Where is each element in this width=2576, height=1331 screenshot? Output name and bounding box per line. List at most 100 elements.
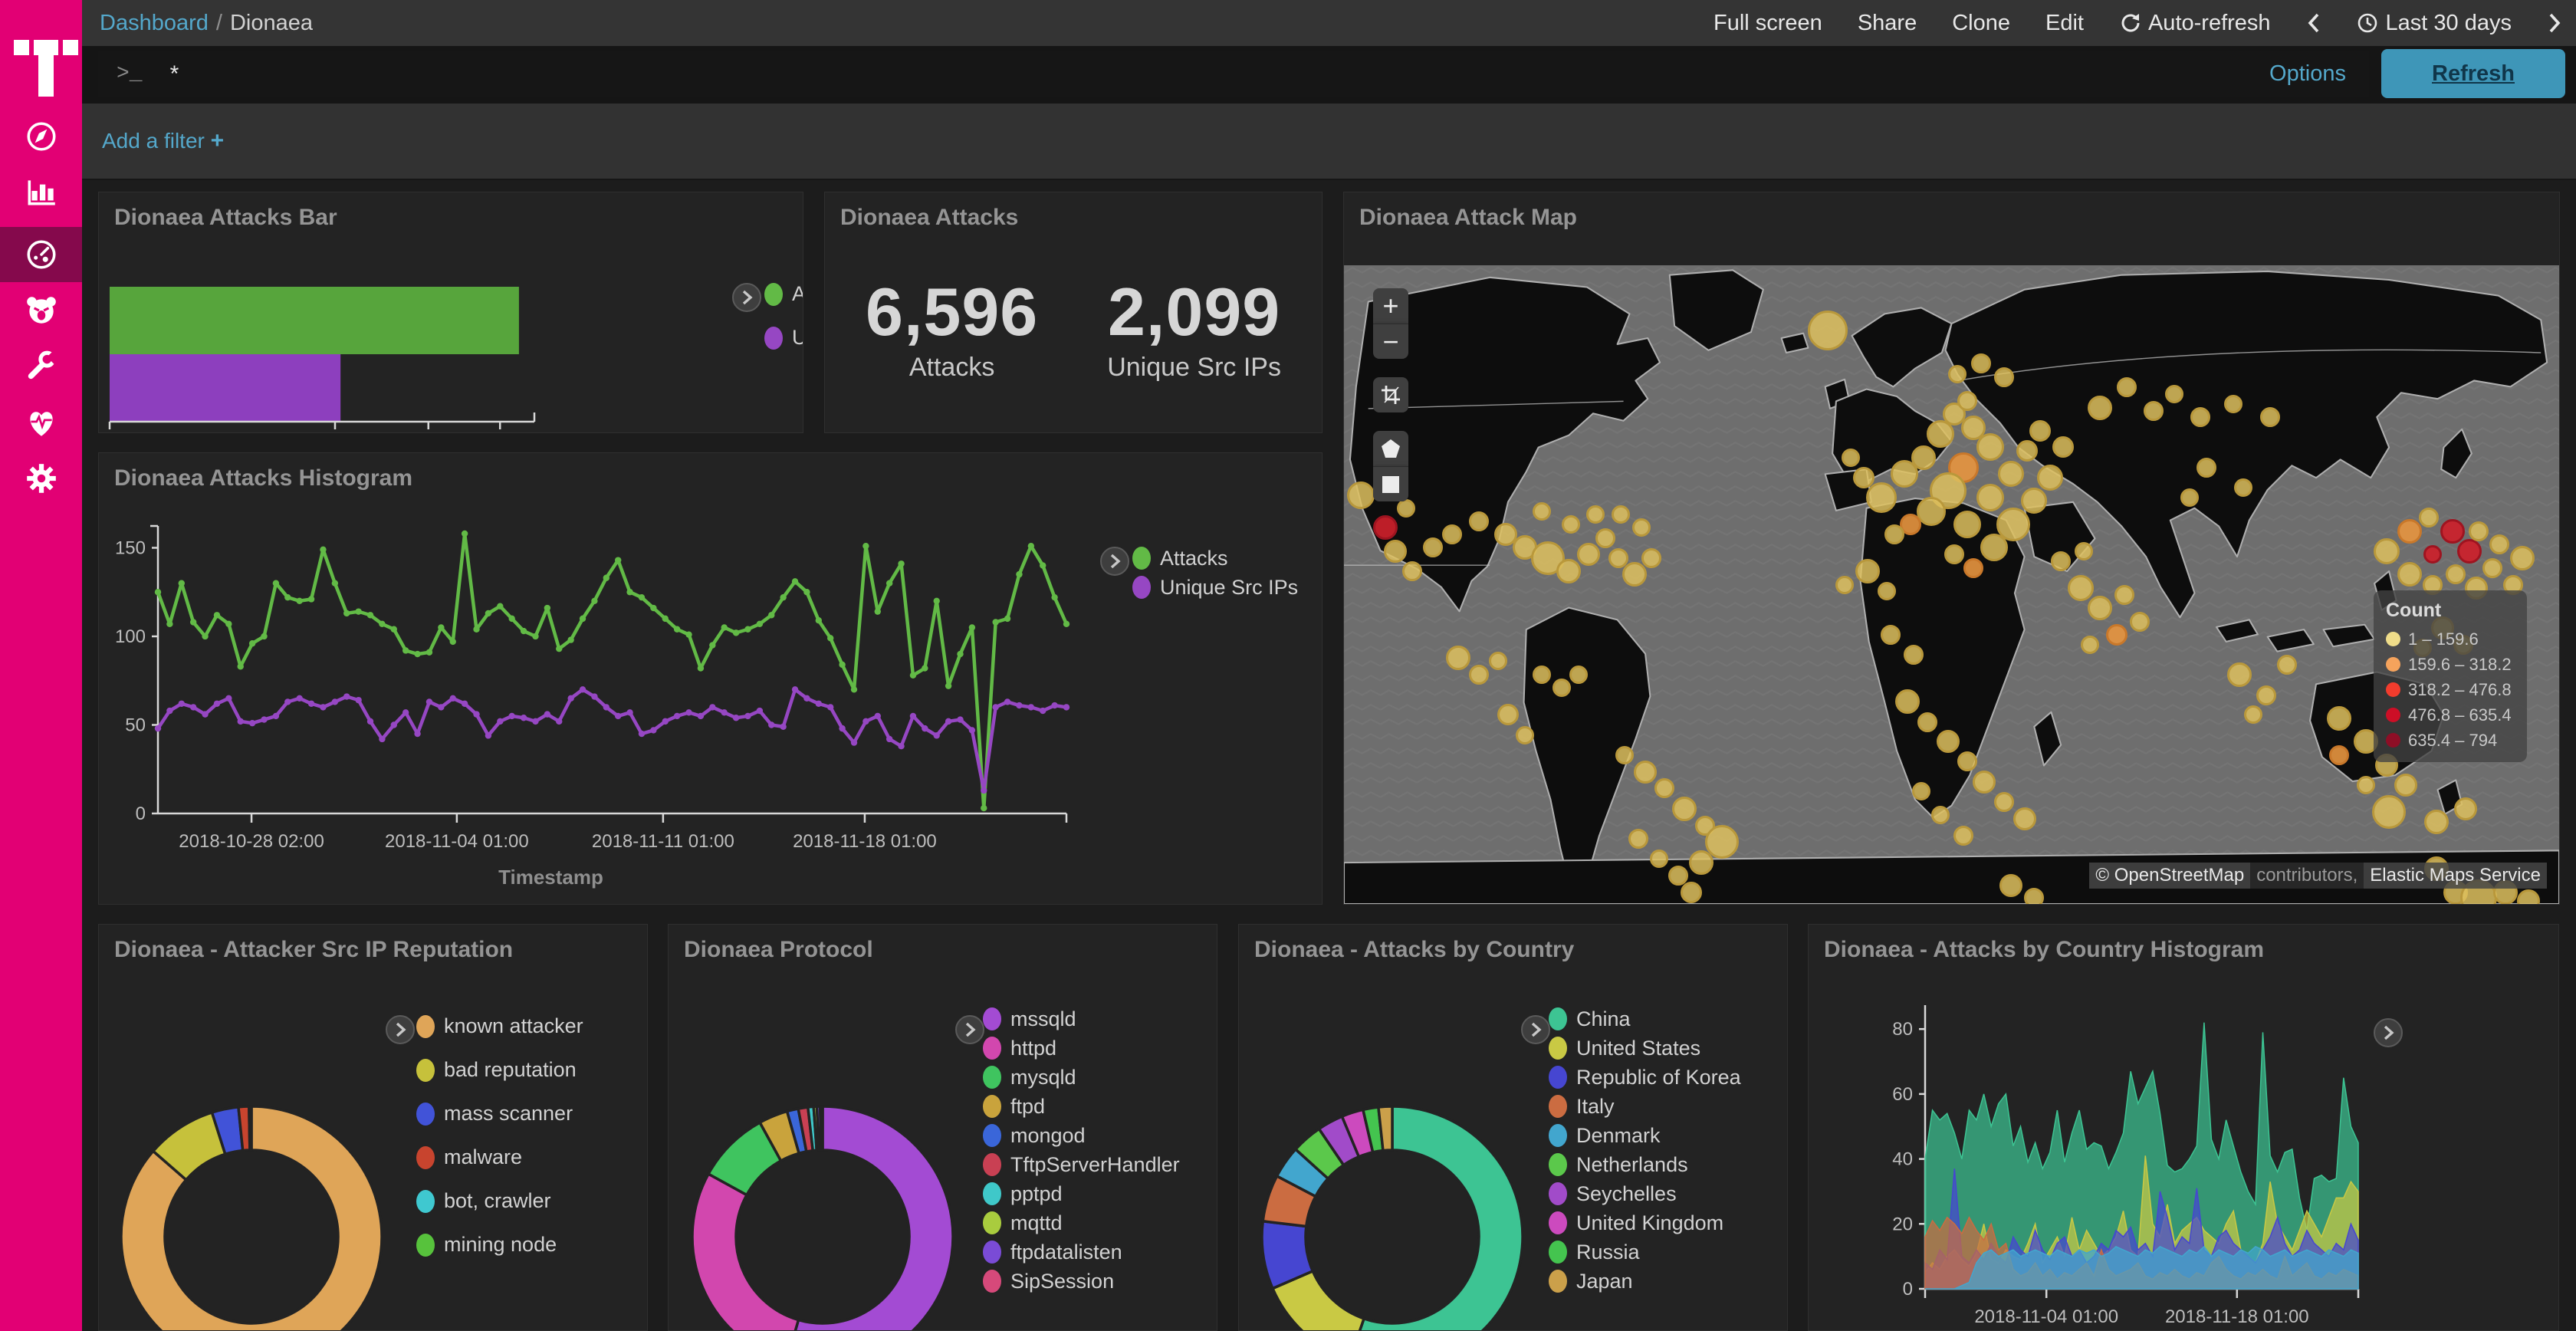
map-bubble	[1634, 760, 1658, 784]
sidebar-item-monitoring[interactable]	[0, 395, 82, 450]
top-nav-bar: Dashboard / Dionaea Full screen Share Clon…	[82, 0, 2576, 46]
map-bubble	[1556, 559, 1582, 583]
legend-item[interactable]: ftpd	[983, 1092, 1180, 1121]
map-bubble	[1489, 652, 1508, 671]
breadcrumb-dashboard-link[interactable]: Dashboard	[100, 10, 209, 35]
map-fit-bounds-button[interactable]	[1373, 377, 1408, 412]
sidebar-item-management[interactable]	[0, 451, 82, 506]
legend-item[interactable]: SipSession	[983, 1267, 1180, 1296]
map-zoom-out-button[interactable]: −	[1373, 324, 1408, 359]
legend-item[interactable]: TftpServerHandler	[983, 1150, 1180, 1179]
panel-title: Dionaea Attacks	[840, 205, 1019, 230]
legend-item[interactable]: China	[1549, 1004, 1741, 1034]
refresh-button[interactable]: Refresh	[2381, 49, 2565, 98]
map-bubble	[1442, 524, 1463, 544]
map-bubble	[2440, 518, 2465, 544]
legend-item[interactable]: Republic of Korea	[1549, 1063, 1741, 1092]
legend-item[interactable]: Seychelles	[1549, 1179, 1741, 1208]
map-bubble	[2423, 810, 2449, 835]
bar-chart-icon	[28, 180, 55, 205]
legend-item[interactable]: malware	[416, 1135, 583, 1179]
legend-color-dot	[416, 1233, 435, 1257]
legend-collapse-button[interactable]	[2374, 1018, 2403, 1047]
map-bubble	[1895, 689, 1921, 714]
legend-item[interactable]: Unique Src IPs	[1132, 573, 1298, 602]
legend-item[interactable]: United Kingdom	[1549, 1208, 1741, 1237]
legend-color-dot	[1132, 576, 1151, 599]
legend-item[interactable]: mssqld	[983, 1004, 1180, 1034]
legend-item[interactable]: known attacker	[416, 1004, 583, 1048]
legend-color-dot	[1549, 1124, 1567, 1147]
sidebar-item-honeypot[interactable]	[0, 283, 82, 338]
sidebar-item-dashboard[interactable]	[0, 227, 82, 282]
map-bubble	[1841, 448, 1860, 467]
legend-collapse-button[interactable]	[1521, 1015, 1550, 1044]
map-draw-polygon-button[interactable]	[1373, 431, 1408, 466]
legend-color-dot	[1132, 547, 1151, 570]
legend-label: httpd	[1010, 1036, 1057, 1060]
map-bubble	[1516, 726, 1535, 745]
add-filter-link[interactable]: Add a filter +	[102, 128, 225, 153]
legend-item[interactable]: bad reputation	[416, 1048, 583, 1092]
map-bubble	[1552, 679, 1571, 698]
sidebar-item-visualize[interactable]	[0, 164, 82, 219]
metric-attacks: 6,596 Attacks	[866, 273, 1038, 383]
legend-item[interactable]: httpd	[983, 1034, 1180, 1063]
legend-item[interactable]: Russia	[1549, 1237, 1741, 1267]
legend-item[interactable]: Japan	[1549, 1267, 1741, 1296]
legend-item[interactable]: mqttd	[983, 1208, 1180, 1237]
share-button[interactable]: Share	[1857, 10, 1917, 35]
map-bubble	[2276, 655, 2297, 675]
search-query-input[interactable]: >_ * Options	[98, 51, 2369, 97]
legend-item[interactable]: mongod	[983, 1121, 1180, 1150]
legend-color-dot	[416, 1145, 435, 1169]
svg-text:0: 0	[136, 804, 146, 824]
world-map[interactable]: + −	[1344, 265, 2559, 904]
full-screen-button[interactable]: Full screen	[1713, 10, 1822, 35]
telekom-logo[interactable]	[14, 29, 78, 97]
osm-attribution-link[interactable]: © OpenStreetMap	[2089, 863, 2251, 889]
map-bubble	[1671, 796, 1697, 821]
map-zoom-in-button[interactable]: +	[1373, 288, 1408, 324]
auto-refresh-button[interactable]: Auto-refresh	[2119, 11, 2271, 36]
clone-button[interactable]: Clone	[1952, 10, 2010, 35]
svg-text:20: 20	[1892, 1214, 1913, 1234]
map-bubble	[1608, 547, 1629, 568]
legend-item[interactable]: ftpdatalisten	[983, 1237, 1180, 1267]
elastic-maps-attribution-link[interactable]: Elastic Maps Service	[2364, 863, 2547, 889]
legend-collapse-button[interactable]	[386, 1015, 415, 1044]
legend-item[interactable]: mysqld	[983, 1063, 1180, 1092]
chevron-right-icon	[1531, 1022, 1542, 1037]
legend-item[interactable]: Italy	[1549, 1092, 1741, 1121]
map-bubble	[1576, 543, 1600, 567]
legend-label: SipSession	[1010, 1269, 1115, 1293]
legend-item[interactable]: Attacks	[1132, 544, 1298, 573]
map-bubble	[1641, 547, 1661, 568]
map-draw-rectangle-button[interactable]	[1373, 466, 1408, 501]
legend-color-dot	[983, 1182, 1001, 1205]
breadcrumb: Dashboard / Dionaea	[100, 11, 313, 36]
legend-collapse-button[interactable]	[955, 1015, 984, 1044]
edit-button[interactable]: Edit	[2045, 10, 2084, 35]
legend-item[interactable]: pptpd	[983, 1179, 1180, 1208]
time-picker-button[interactable]: Last 30 days	[2357, 11, 2512, 36]
map-legend-dot	[2386, 733, 2400, 748]
legend-collapse-button[interactable]	[732, 283, 761, 312]
legend-item[interactable]: mass scanner	[416, 1092, 583, 1135]
map-bubble	[1383, 540, 1407, 564]
legend-item[interactable]: mining node	[416, 1223, 583, 1267]
sidebar-item-dev-tools[interactable]	[0, 339, 82, 394]
legend-color-dot	[1549, 1037, 1567, 1060]
legend-item[interactable]: Netherlands	[1549, 1150, 1741, 1179]
map-bubble	[1835, 575, 1855, 594]
legend-collapse-button[interactable]	[1100, 547, 1129, 576]
legend-item[interactable]: Attacks	[764, 272, 803, 316]
legend-item[interactable]: bot, crawler	[416, 1179, 583, 1223]
sidebar-item-discover[interactable]	[0, 109, 82, 164]
time-back-button[interactable]	[2306, 12, 2321, 35]
legend-item[interactable]: Denmark	[1549, 1121, 1741, 1150]
time-forward-button[interactable]	[2547, 12, 2562, 35]
legend-item[interactable]: Unique Src IPs	[764, 316, 803, 360]
query-options-link[interactable]: Options	[2269, 61, 2346, 86]
legend-item[interactable]: United States	[1549, 1034, 1741, 1063]
